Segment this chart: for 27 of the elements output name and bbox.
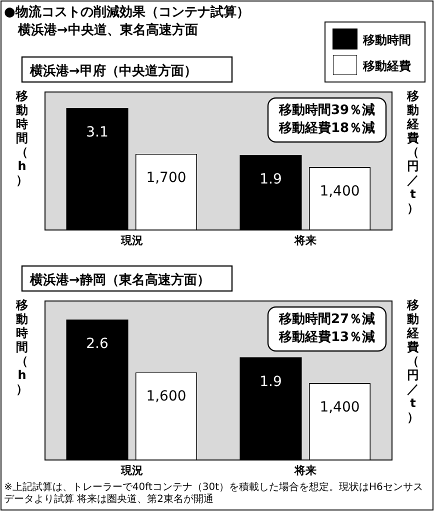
data-label: 3.1: [86, 124, 108, 141]
data-label: 1,400: [320, 399, 360, 416]
x-tick-label: 現況: [120, 464, 143, 477]
text: 横浜港→中央道、東名高速方面: [17, 22, 198, 38]
x-tick-label: 将来: [293, 234, 316, 247]
y-axis-title: 移動時間（h）: [15, 298, 28, 396]
text: 移動経費（円／t）: [407, 298, 419, 424]
annotation: 移動時間39％減: [278, 103, 376, 118]
chart-title: 横浜港→静岡（東名高速方面）: [29, 272, 210, 288]
data-label: 1,700: [146, 170, 186, 186]
x-tick-label: 現況: [120, 234, 143, 247]
x-tick-label: 将来: [293, 464, 316, 477]
annotation: 移動経費18％減: [278, 121, 376, 136]
chart-title: 横浜港→甲府（中央道方面）: [29, 63, 197, 79]
data-label: 1,400: [320, 183, 360, 200]
text: ※上記試算は、トレーラーで40ftコンテナ（30t）を積載した場合を想定。現状はH6センサスデータより試算 将来は圏央道、第2東名が開通: [4, 482, 424, 506]
data-label: 2.6: [86, 336, 108, 352]
annotation: 移動経費13％減: [278, 330, 376, 345]
text: ●物流コストの削減効果（コンテナ試算）: [4, 4, 250, 20]
annotation: 移動時間27％減: [278, 312, 376, 327]
text: 移動経費（円／t）: [407, 89, 419, 215]
legend-label: 移動時間: [362, 33, 411, 47]
data-label: 1.9: [260, 172, 282, 188]
y-axis-title: 移動時間（h）: [15, 89, 28, 187]
legend-label: 移動経費: [362, 59, 411, 73]
data-label: 1.9: [260, 374, 282, 390]
data-label: 1,600: [146, 388, 186, 405]
